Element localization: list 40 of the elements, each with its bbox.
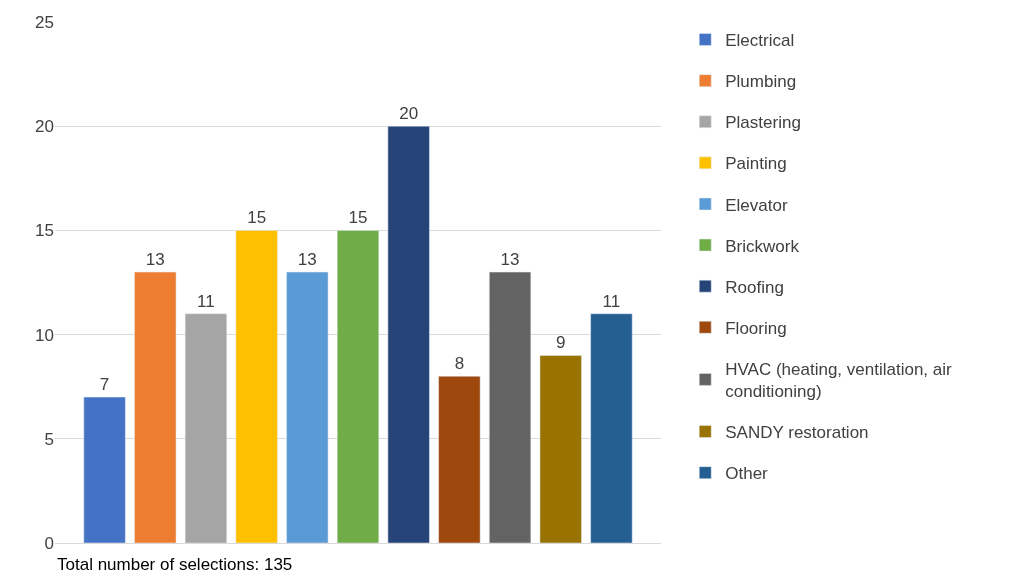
legend-label: Plastering: [725, 113, 801, 133]
bar: [539, 355, 582, 543]
data-label: 9: [556, 333, 566, 353]
y-tick-label: 5: [44, 429, 54, 449]
data-label: 15: [247, 208, 267, 228]
legend-label: Flooring: [725, 318, 787, 338]
legend-label: Brickwork: [725, 236, 800, 256]
data-label: 13: [145, 250, 165, 270]
data-label: 20: [399, 104, 419, 124]
bar: [184, 313, 227, 543]
data-label: 8: [454, 354, 465, 374]
bar: [336, 230, 380, 543]
data-label: 7: [99, 375, 110, 395]
y-tick-label: 0: [44, 533, 54, 553]
bar: [134, 271, 177, 543]
legend-label: Other: [725, 464, 769, 484]
y-tick-label: 20: [35, 117, 54, 137]
text: Total number of selections: 135: [57, 555, 293, 574]
y-tick-label: 25: [35, 12, 54, 32]
data-label: 15: [348, 208, 368, 228]
legend-label: Elevator: [725, 195, 788, 215]
data-label: 13: [500, 250, 520, 270]
y-tick-label: 15: [35, 221, 54, 241]
bar: [235, 230, 278, 543]
legend-label: HVAC (heating, ventilation, air conditioning): [725, 359, 953, 402]
legend-label: SANDY restoration: [725, 423, 869, 443]
bar: [438, 376, 481, 543]
bar: [387, 125, 430, 543]
legend-label: Electrical: [725, 31, 795, 51]
data-label: 11: [197, 291, 215, 311]
legend-label: Roofing: [725, 277, 784, 297]
bar: [83, 396, 126, 543]
bar: [489, 271, 532, 543]
bar: [590, 313, 633, 543]
y-tick-label: 10: [35, 325, 54, 345]
bar: [286, 271, 329, 543]
legend-label: Plumbing: [725, 72, 797, 92]
data-label: 11: [602, 291, 621, 311]
data-label: 13: [297, 250, 317, 270]
legend-label: Painting: [725, 154, 787, 174]
